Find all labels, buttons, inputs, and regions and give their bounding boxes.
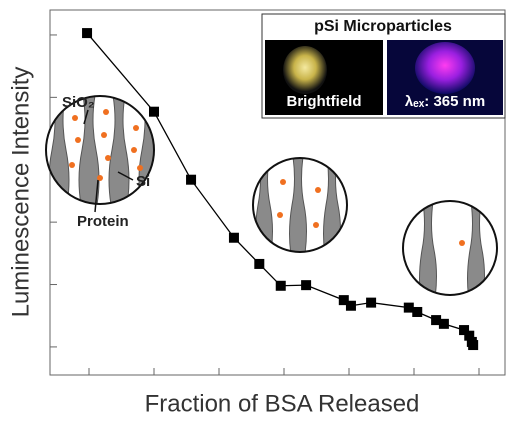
plot: [82, 28, 479, 351]
photo-label: Brightfield: [287, 93, 362, 110]
point: [82, 28, 93, 39]
point: [186, 174, 197, 185]
annotation: SiO₂: [62, 94, 95, 111]
photo-label: λₑₓ: 365 nm: [405, 93, 485, 110]
point: [228, 232, 239, 243]
point: [468, 340, 479, 351]
y-axis-label: Luminescence Intensity: [7, 67, 34, 318]
point: [345, 300, 356, 311]
point: [431, 315, 442, 326]
point: [301, 280, 312, 291]
photo-glow: [415, 42, 475, 94]
point: [459, 325, 470, 336]
plot-frame: [49, 9, 506, 376]
point: [149, 106, 159, 117]
inset-title: pSi Microparticles: [314, 18, 452, 35]
point: [403, 302, 414, 313]
point: [438, 318, 449, 329]
point: [412, 306, 423, 317]
x-axis-label: Fraction of BSA Released: [145, 390, 420, 417]
point: [366, 297, 377, 308]
inset: pSi Microparticles Brightfield λₑₓ: 365 …: [261, 13, 506, 119]
annotation: Si: [136, 173, 150, 190]
point: [254, 258, 265, 269]
point: [338, 295, 349, 306]
point: [275, 280, 286, 291]
annotation: Protein: [77, 213, 129, 230]
point: [464, 330, 475, 341]
pore-schematic: SiO₂ Si Protein: [45, 94, 498, 296]
photo-glow: [283, 46, 327, 94]
